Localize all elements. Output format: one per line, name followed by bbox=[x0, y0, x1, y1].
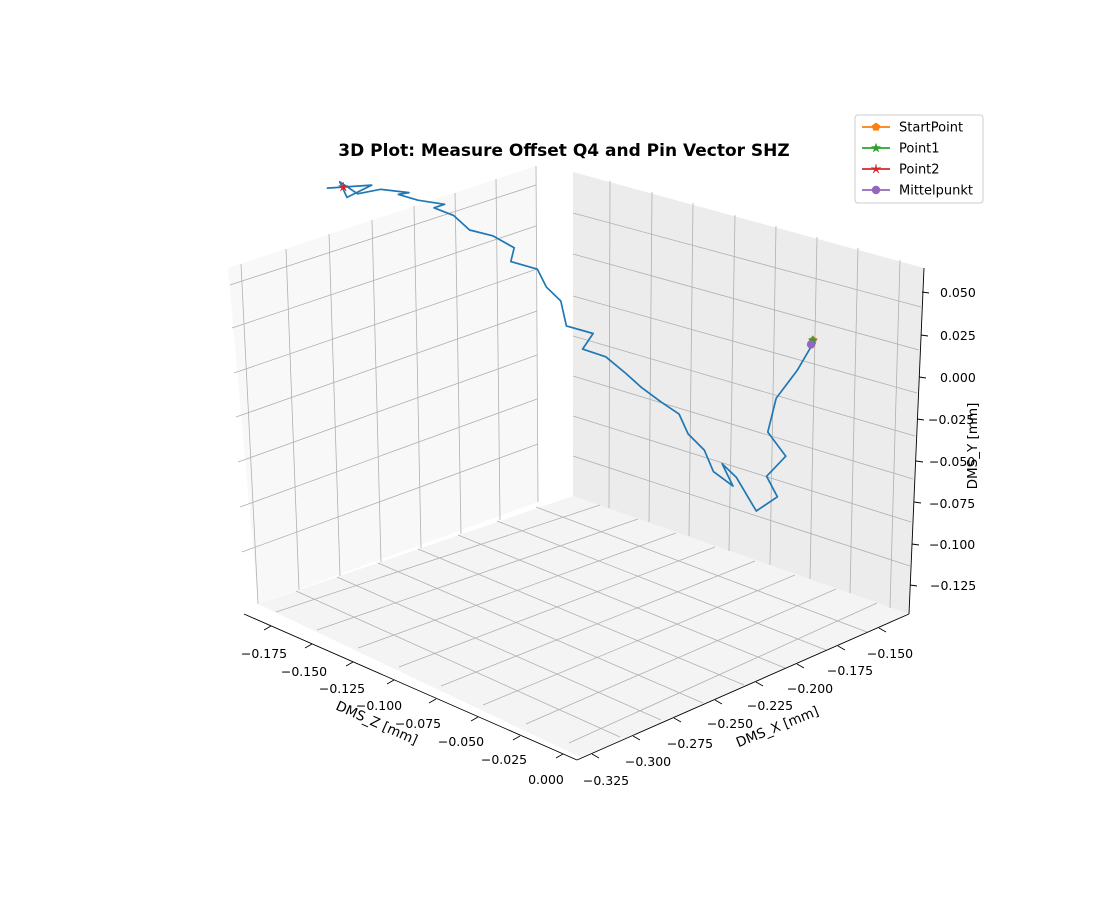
legend-label: Mittelpunkt bbox=[899, 184, 973, 199]
series-line-trajectory bbox=[326, 180, 814, 512]
z-tick-label: −0.150 bbox=[281, 664, 327, 679]
y-tick-label: 0.000 bbox=[940, 370, 976, 385]
legend-marker bbox=[871, 185, 881, 195]
y-tick-marks bbox=[909, 291, 930, 587]
pane-floor bbox=[258, 496, 909, 758]
legend-label: Point1 bbox=[899, 142, 940, 157]
z-tick-label: −0.025 bbox=[481, 752, 527, 767]
legend: StartPoint Point1 Point2 Mittelpunkt bbox=[854, 114, 984, 204]
data-point-mittelpunkt bbox=[806, 340, 816, 349]
y-axis-line bbox=[908, 267, 925, 615]
data-point-point2 bbox=[338, 181, 349, 192]
x-axis-line bbox=[576, 613, 910, 761]
chart-title: 3D Plot: Measure Offset Q4 and Pin Vecto… bbox=[338, 141, 789, 161]
y-tick-label: −0.100 bbox=[929, 537, 975, 552]
z-tick-label: −0.050 bbox=[438, 734, 484, 749]
data-point-point1 bbox=[808, 335, 818, 345]
x-tick-label: −0.225 bbox=[747, 698, 793, 713]
x-tick-label: −0.150 bbox=[867, 646, 913, 661]
legend-marker bbox=[871, 163, 881, 174]
z-axis-line bbox=[243, 613, 578, 761]
y-axis-label: DMS_Y [mm] bbox=[965, 403, 981, 490]
y-tick-labels: −0.125 −0.100 −0.075 −0.050 −0.025 0.000… bbox=[928, 285, 976, 593]
legend-item: Mittelpunkt bbox=[862, 184, 973, 199]
x-tick-label: −0.275 bbox=[667, 736, 713, 751]
data-layer bbox=[326, 180, 818, 512]
x-tick-label: −0.250 bbox=[707, 716, 753, 731]
z-tick-marks bbox=[263, 625, 564, 759]
legend-marker bbox=[871, 142, 881, 153]
x-tick-marks bbox=[591, 627, 887, 759]
x-tick-label: −0.200 bbox=[787, 681, 833, 696]
legend-item: StartPoint bbox=[862, 121, 963, 136]
z-tick-label: 0.000 bbox=[528, 772, 564, 787]
legend-label: StartPoint bbox=[899, 121, 963, 136]
legend-label: Point2 bbox=[899, 163, 940, 178]
legend-marker bbox=[871, 122, 881, 131]
x-tick-labels: −0.325 −0.300 −0.275 −0.250 −0.225 −0.20… bbox=[583, 646, 913, 788]
z-tick-label: −0.125 bbox=[319, 681, 365, 696]
z-tick-label: −0.100 bbox=[356, 698, 402, 713]
grid bbox=[229, 165, 922, 744]
x-tick-label: −0.175 bbox=[827, 663, 873, 678]
y-tick-label: −0.125 bbox=[930, 578, 976, 593]
y-tick-label: −0.050 bbox=[929, 454, 975, 469]
x-tick-label: −0.300 bbox=[625, 754, 671, 769]
y-tick-label: −0.075 bbox=[929, 496, 975, 511]
z-tick-labels: −0.175 −0.150 −0.125 −0.100 −0.075 −0.05… bbox=[241, 646, 564, 787]
z-tick-label: −0.075 bbox=[395, 716, 441, 731]
z-tick-label: −0.175 bbox=[241, 646, 287, 661]
legend-item: Point2 bbox=[862, 163, 940, 178]
x-tick-label: −0.325 bbox=[583, 773, 629, 788]
y-tick-label: 0.050 bbox=[940, 285, 976, 300]
y-tick-label: −0.025 bbox=[928, 412, 974, 427]
legend-item: Point1 bbox=[862, 142, 940, 157]
y-tick-label: 0.025 bbox=[940, 328, 976, 343]
pane-back-right bbox=[573, 172, 924, 614]
legend-box bbox=[854, 114, 984, 204]
